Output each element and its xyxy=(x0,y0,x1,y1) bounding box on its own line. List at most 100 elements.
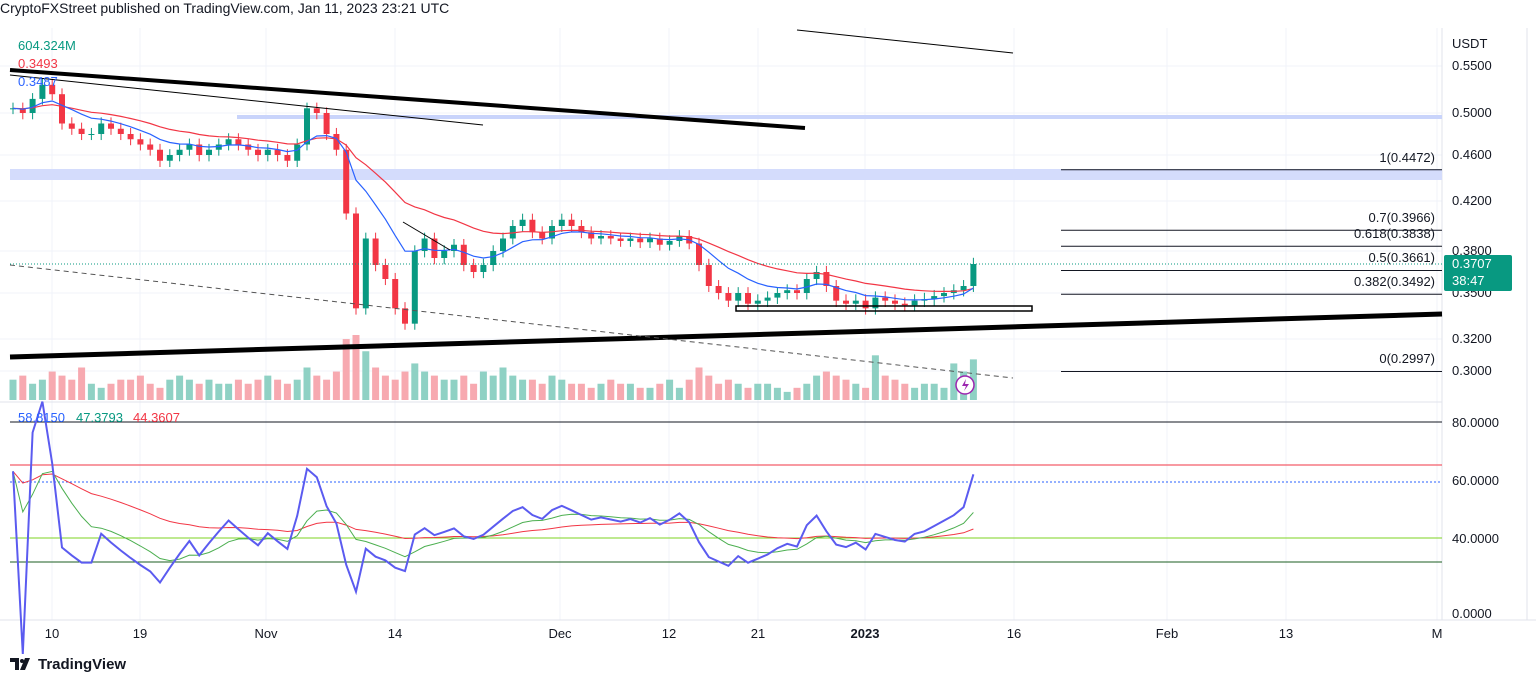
candle-body xyxy=(117,128,124,134)
volume-bar xyxy=(969,359,977,400)
volume-bar xyxy=(78,367,86,400)
volume-bar xyxy=(166,379,174,400)
candle-body xyxy=(215,144,222,150)
volume-bar xyxy=(685,379,693,400)
candle-body xyxy=(421,238,428,251)
candle-body xyxy=(931,296,938,300)
volume-bar xyxy=(97,387,105,400)
volume-bar xyxy=(636,387,644,400)
volume-bar xyxy=(842,379,850,400)
candle-body xyxy=(372,238,379,265)
candle-body xyxy=(715,286,722,293)
time-tick: M xyxy=(1431,626,1443,641)
fib-level-label: 0.618(0.3838) xyxy=(1354,226,1435,242)
volume-bar xyxy=(225,383,233,400)
candle-body xyxy=(362,238,369,309)
candle-body xyxy=(911,300,918,306)
volume-bar xyxy=(470,383,478,400)
ma-slow-legend: 0.3493 xyxy=(18,56,58,71)
volume-bar xyxy=(195,383,203,400)
volume-bar xyxy=(940,387,948,400)
volume-bar xyxy=(705,375,713,400)
volume-bar xyxy=(205,379,213,400)
volume-bar xyxy=(274,379,282,400)
candle-body xyxy=(166,155,173,161)
ma-fast-line xyxy=(12,100,974,301)
fib-level-label: 0.5(0.3661) xyxy=(1368,250,1436,266)
rsi-tick: 60.0000 xyxy=(1452,473,1499,488)
volume-bar xyxy=(421,371,429,400)
candle-body xyxy=(382,265,389,279)
volume-bar xyxy=(881,375,889,400)
volume-bar xyxy=(176,375,184,400)
volume-bar xyxy=(362,351,370,400)
volume-bar xyxy=(734,383,742,400)
volume-bar xyxy=(342,339,350,400)
volume-bar xyxy=(254,379,262,400)
ma-slow-line xyxy=(12,104,974,293)
volume-bar xyxy=(332,371,340,400)
candle-body xyxy=(39,84,46,99)
volume-bar xyxy=(901,383,909,400)
volume-bar xyxy=(391,379,399,400)
trendline xyxy=(796,29,1014,54)
candle-body xyxy=(882,297,889,301)
volume-bar xyxy=(440,379,448,400)
tradingview-logo[interactable]: TradingView xyxy=(10,656,126,673)
time-tick: 2023 xyxy=(850,626,880,641)
volume-bar xyxy=(38,379,46,400)
rsi-ma-line xyxy=(12,470,974,562)
candle-body xyxy=(431,238,438,258)
volume-bar xyxy=(587,387,595,400)
price-tick: 0.3000 xyxy=(1452,363,1492,378)
candle-body xyxy=(852,300,859,304)
price-tick: 0.4600 xyxy=(1452,147,1492,162)
volume-bar xyxy=(293,379,301,400)
volume-bar xyxy=(519,379,527,400)
candle-body xyxy=(127,134,134,140)
candle-body xyxy=(705,265,712,286)
candle-body xyxy=(794,290,800,293)
volume-bar xyxy=(891,379,899,400)
volume-bar xyxy=(803,383,811,400)
volume-bar xyxy=(950,363,958,400)
ma-fast-legend: 0.3487 xyxy=(18,74,58,89)
fib-level-label: 0.7(0.3966) xyxy=(1368,210,1436,226)
volume-bar xyxy=(264,375,272,400)
volume-bar xyxy=(68,379,76,400)
bar-countdown: 38:47 xyxy=(1452,273,1485,288)
volume-bar xyxy=(58,375,66,400)
volume-bar xyxy=(822,371,830,400)
volume-bar xyxy=(646,387,654,400)
candle-body xyxy=(392,279,399,309)
publish-header: CryptoFXStreet published on TradingView.… xyxy=(0,0,450,16)
candle-body xyxy=(941,293,947,297)
candle-body xyxy=(206,149,212,155)
volume-bar xyxy=(666,379,674,400)
candle-body xyxy=(823,272,830,286)
volume-bar xyxy=(871,355,879,400)
currency-label: USDT xyxy=(1452,36,1488,51)
time-tick: 19 xyxy=(132,626,148,641)
candle-body xyxy=(696,243,702,265)
candle-body xyxy=(353,213,359,309)
candle-body xyxy=(627,238,634,241)
candle-body xyxy=(196,144,203,155)
candle-body xyxy=(666,241,673,245)
volume-bar xyxy=(783,391,791,400)
volume-bar xyxy=(558,379,566,400)
candle-body xyxy=(68,123,75,129)
price-tick: 0.3800 xyxy=(1452,243,1492,258)
volume-bar xyxy=(136,375,144,400)
candle-body xyxy=(519,219,526,226)
candle-body xyxy=(509,226,516,239)
volume-bar xyxy=(244,383,252,400)
trendline xyxy=(9,74,484,126)
candle-body xyxy=(833,286,840,301)
volume-bar xyxy=(597,383,605,400)
candle-body xyxy=(960,286,967,291)
candle-body xyxy=(539,232,546,239)
time-tick: 16 xyxy=(1006,626,1022,641)
volume-bar xyxy=(862,387,870,400)
